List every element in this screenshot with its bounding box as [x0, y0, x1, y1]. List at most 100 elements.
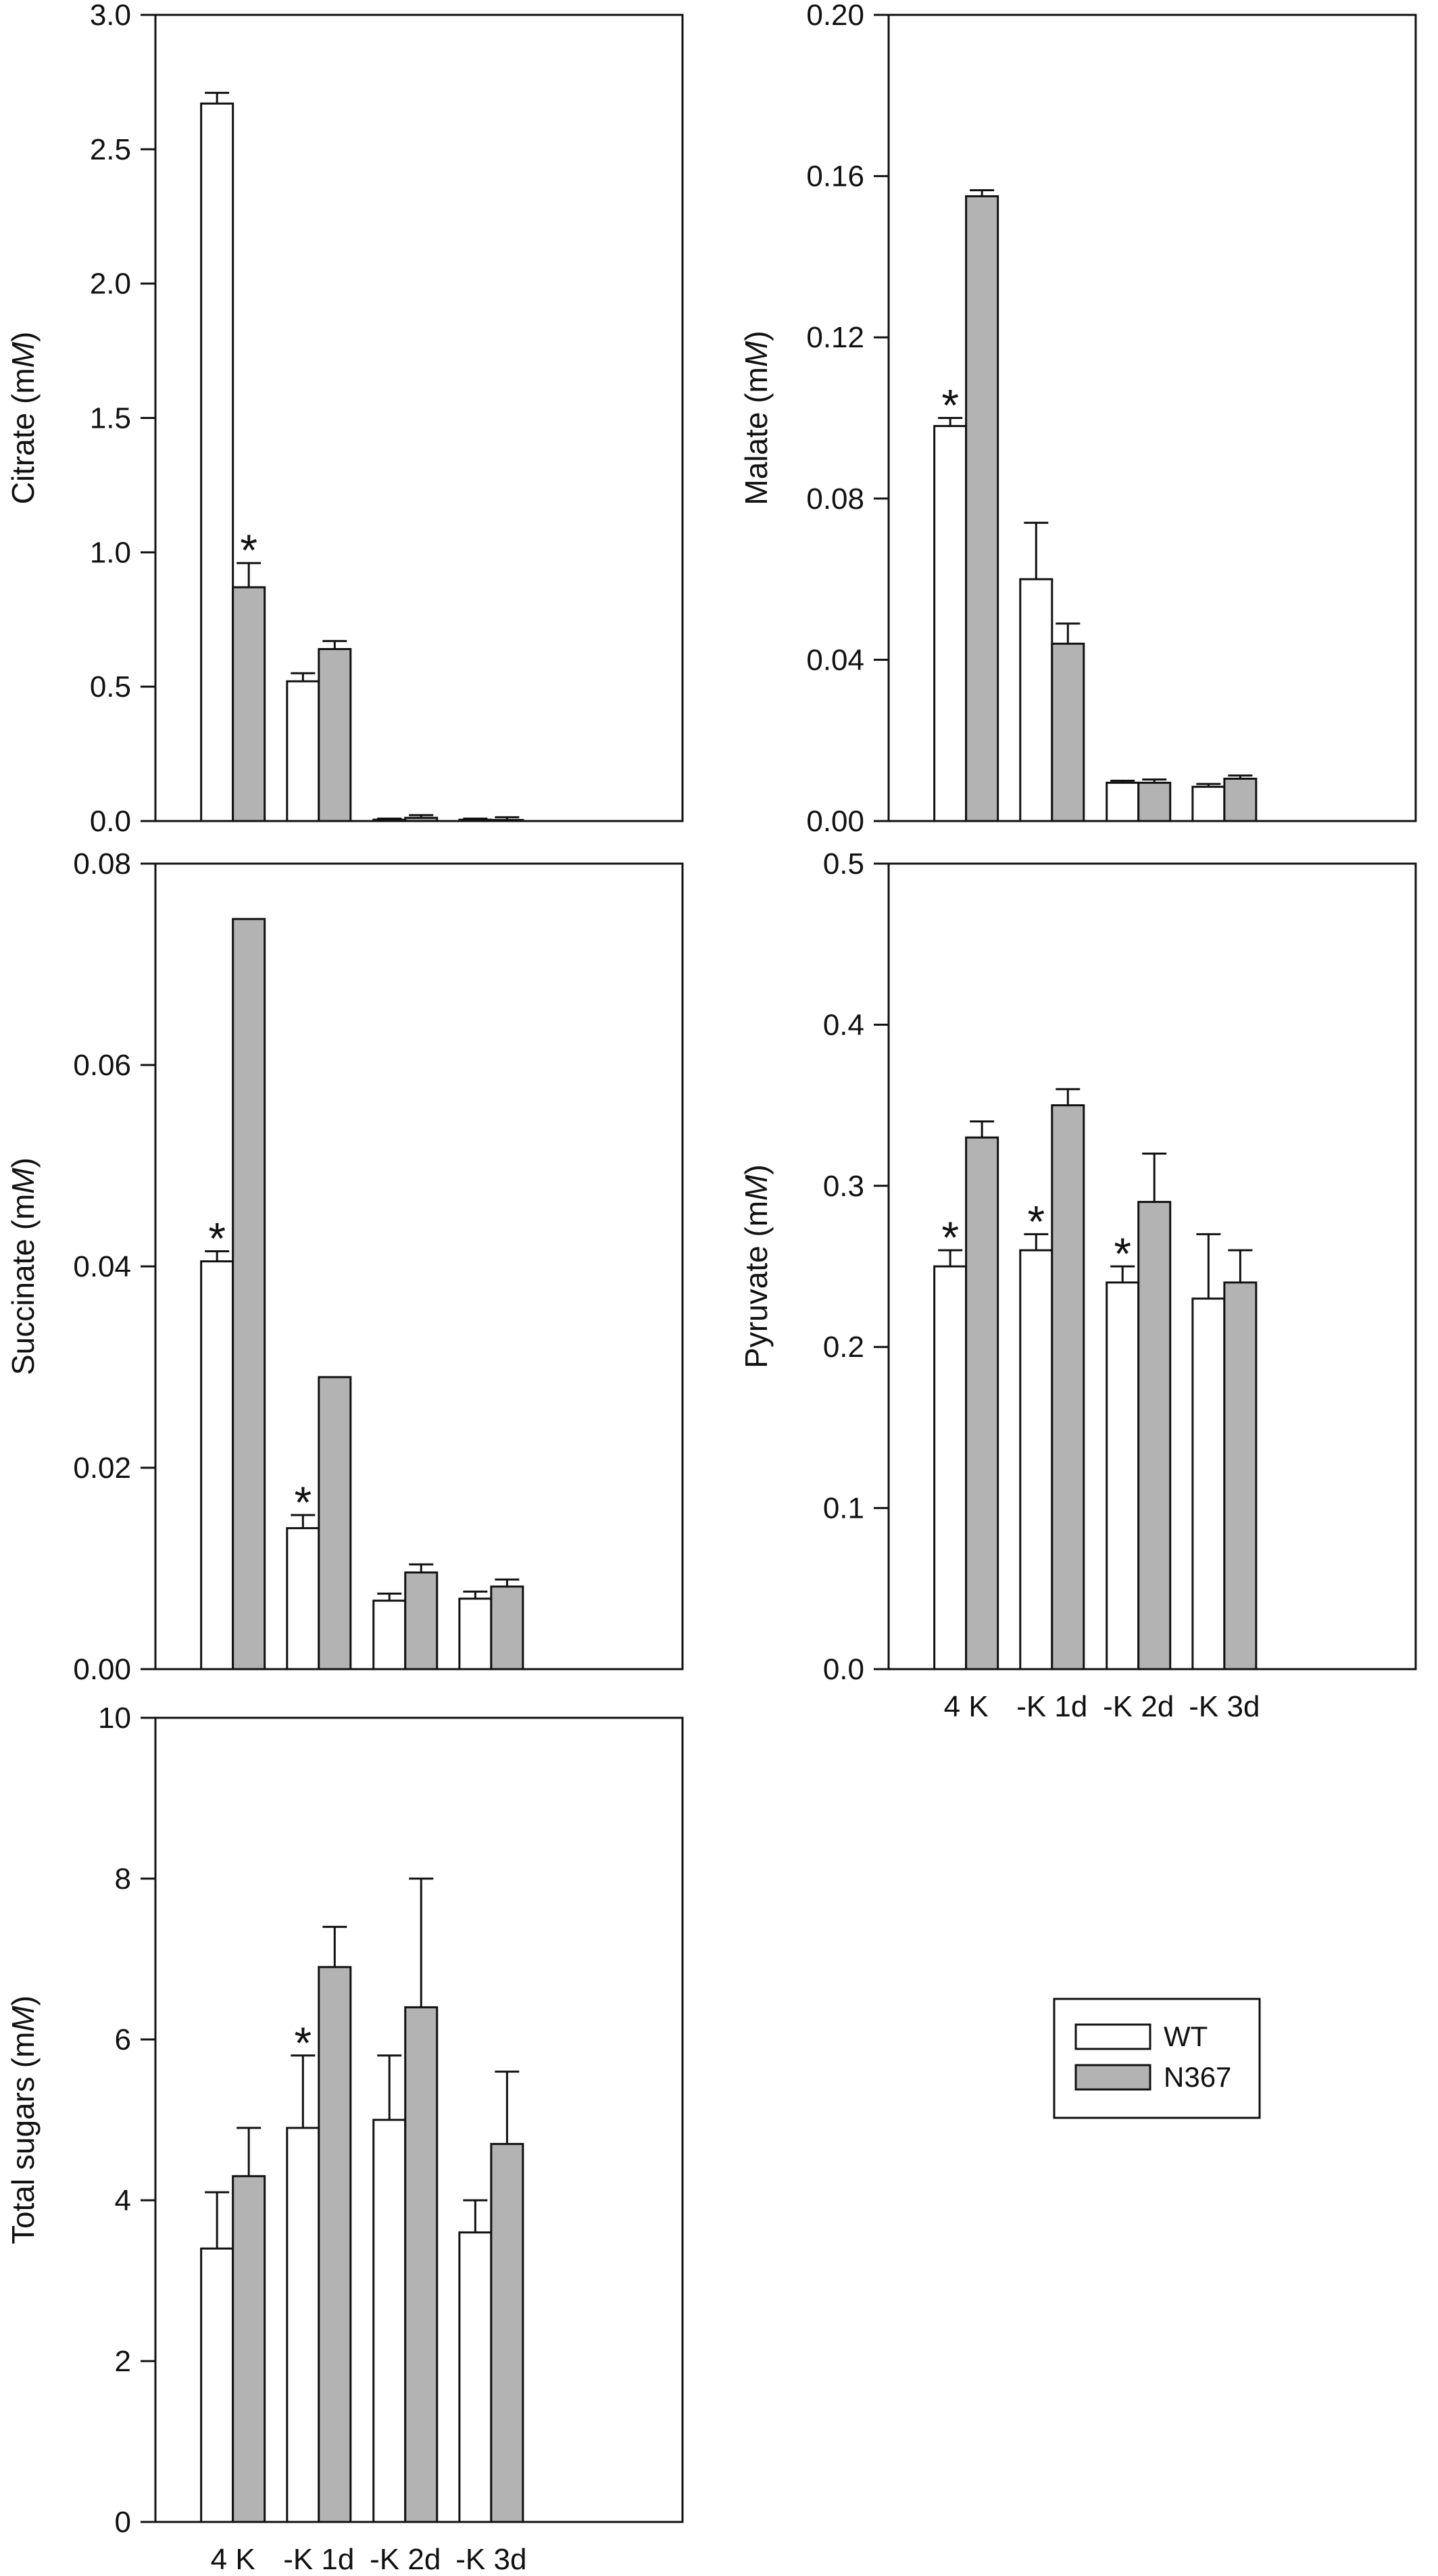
- y-tick-label: 0.5: [823, 847, 864, 881]
- bar-n367: [490, 1585, 524, 1670]
- chart-panel-3: 0.00 0.02 0.04 0.06 0.08 Succinate (mM) * *: [5, 847, 684, 1686]
- bar-wt: [372, 1600, 407, 1670]
- y-tick-label: 0.2: [823, 1331, 864, 1364]
- significance-marker: *: [941, 380, 959, 430]
- significance-marker: *: [1027, 1196, 1045, 1246]
- significance-marker: *: [941, 1212, 959, 1262]
- bar-n367: [965, 195, 999, 822]
- y-tick-label: 10: [98, 1702, 131, 1735]
- y-tick-label: 0.12: [806, 321, 864, 354]
- bar-wt: [1106, 1281, 1140, 1670]
- legend-box: [1053, 1998, 1261, 2119]
- y-tick-label: 0.00: [73, 1653, 131, 1686]
- bar-wt: [286, 2127, 320, 2523]
- y-tick-label: 0.1: [823, 1492, 864, 1525]
- legend: WT N367: [1053, 1998, 1261, 2119]
- y-tick-label: 0.06: [73, 1049, 131, 1082]
- bar-wt: [1191, 1297, 1226, 1670]
- y-tick-label: 0.0: [823, 1653, 864, 1686]
- y-axis-label: Malate (mM): [739, 330, 774, 505]
- x-tick-label: -K 2d: [370, 2543, 441, 2576]
- bar-wt: [200, 2247, 234, 2523]
- legend-swatch-wt: [1074, 2023, 1151, 2050]
- y-tick-label: 0.0: [90, 805, 131, 838]
- y-axis-label: Total sugars (mM): [5, 1996, 41, 2244]
- plot-frame: [154, 14, 684, 822]
- y-tick-label: 1.5: [90, 402, 131, 435]
- legend-label-wt: WT: [1164, 2021, 1208, 2052]
- bar-wt: [933, 1265, 968, 1670]
- bar-wt: [458, 1597, 493, 1670]
- bar-wt: [458, 2231, 493, 2523]
- significance-marker: *: [208, 1214, 226, 1264]
- bar-n367: [404, 2006, 439, 2523]
- bar-n367: [490, 2143, 524, 2523]
- chart-panel-4: 0.0 0.1 0.2 0.3 0.4 0.5 Pyruvate (mM) * 4 K * -K 1…: [739, 847, 1417, 1723]
- y-axis-label: Citrate (mM): [5, 332, 41, 505]
- significance-marker: *: [294, 1477, 312, 1527]
- chart-panel-1: 0.0 0.5 1.0 1.5 2.0 2.5 3.0 Citrate (mM) *: [5, 0, 684, 838]
- y-tick-label: 0.02: [73, 1452, 131, 1485]
- bar-n367: [232, 2175, 266, 2523]
- y-tick-label: 1.0: [90, 536, 131, 569]
- bar-wt: [372, 2119, 407, 2523]
- y-tick-label: 0.00: [806, 805, 864, 838]
- y-tick-label: 0.16: [806, 160, 864, 193]
- legend-swatch-n367: [1074, 2064, 1151, 2091]
- y-tick-label: 0.08: [73, 847, 131, 881]
- x-tick-label: 4 K: [944, 1690, 989, 1723]
- bar-wt: [1106, 781, 1140, 822]
- y-tick-label: 0.4: [823, 1008, 864, 1041]
- y-tick-label: 0.04: [73, 1250, 131, 1283]
- bar-n367: [318, 1966, 352, 2523]
- y-tick-label: 0.04: [806, 643, 864, 676]
- y-tick-label: 3.0: [90, 0, 131, 32]
- bar-n367: [404, 1571, 439, 1670]
- bar-n367: [1137, 1201, 1172, 1670]
- bar-n367: [1223, 777, 1258, 822]
- chart-panel-2: 0.00 0.04 0.08 0.12 0.16 0.20 Malate (mM) *: [739, 0, 1417, 838]
- bar-wt: [286, 680, 320, 822]
- y-tick-label: 2: [115, 2345, 131, 2378]
- chart-panel-5: 0 2 4 6 8 10 Total sugars (mM) 4 K * -K 1d -K 2d -K…: [5, 1702, 684, 2576]
- x-tick-label: -K 3d: [455, 2543, 526, 2576]
- bar-wt: [1019, 1249, 1053, 1670]
- bar-wt: [200, 1260, 234, 1670]
- y-axis-label: Pyruvate (mM): [739, 1164, 774, 1368]
- y-tick-label: 0.20: [806, 0, 864, 32]
- y-tick-label: 2.0: [90, 268, 131, 301]
- y-tick-label: 8: [115, 1862, 131, 1896]
- plot-frame: [887, 14, 1417, 822]
- bar-wt: [1191, 785, 1226, 822]
- bar-n367: [232, 586, 266, 822]
- legend-label-n367: N367: [1164, 2061, 1231, 2093]
- significance-marker: *: [294, 2018, 312, 2068]
- bar-wt: [1019, 578, 1053, 822]
- bar-n367: [318, 647, 352, 822]
- plot-frame: [154, 862, 684, 1670]
- y-tick-label: 6: [115, 2023, 131, 2056]
- x-tick-label: 4 K: [211, 2543, 255, 2576]
- bar-n367: [1137, 781, 1172, 822]
- bar-n367: [318, 1376, 352, 1670]
- y-tick-label: 4: [115, 2184, 131, 2217]
- y-tick-label: 0: [115, 2506, 131, 2539]
- significance-marker: *: [1114, 1229, 1131, 1279]
- bar-n367: [1223, 1281, 1258, 1670]
- x-tick-label: -K 2d: [1103, 1690, 1174, 1723]
- bar-wt: [933, 424, 968, 822]
- y-axis-label: Succinate (mM): [5, 1158, 41, 1375]
- plot-frame: [887, 862, 1417, 1670]
- bar-wt: [200, 102, 234, 822]
- bar-n367: [1051, 1104, 1085, 1670]
- y-tick-label: 0.5: [90, 670, 131, 703]
- y-tick-label: 0.08: [806, 482, 864, 516]
- significance-marker: *: [240, 525, 257, 575]
- bar-n367: [1051, 643, 1085, 822]
- x-tick-label: -K 1d: [1016, 1690, 1087, 1723]
- y-tick-label: 2.5: [90, 133, 131, 166]
- bar-wt: [286, 1527, 320, 1670]
- bar-n367: [232, 918, 266, 1670]
